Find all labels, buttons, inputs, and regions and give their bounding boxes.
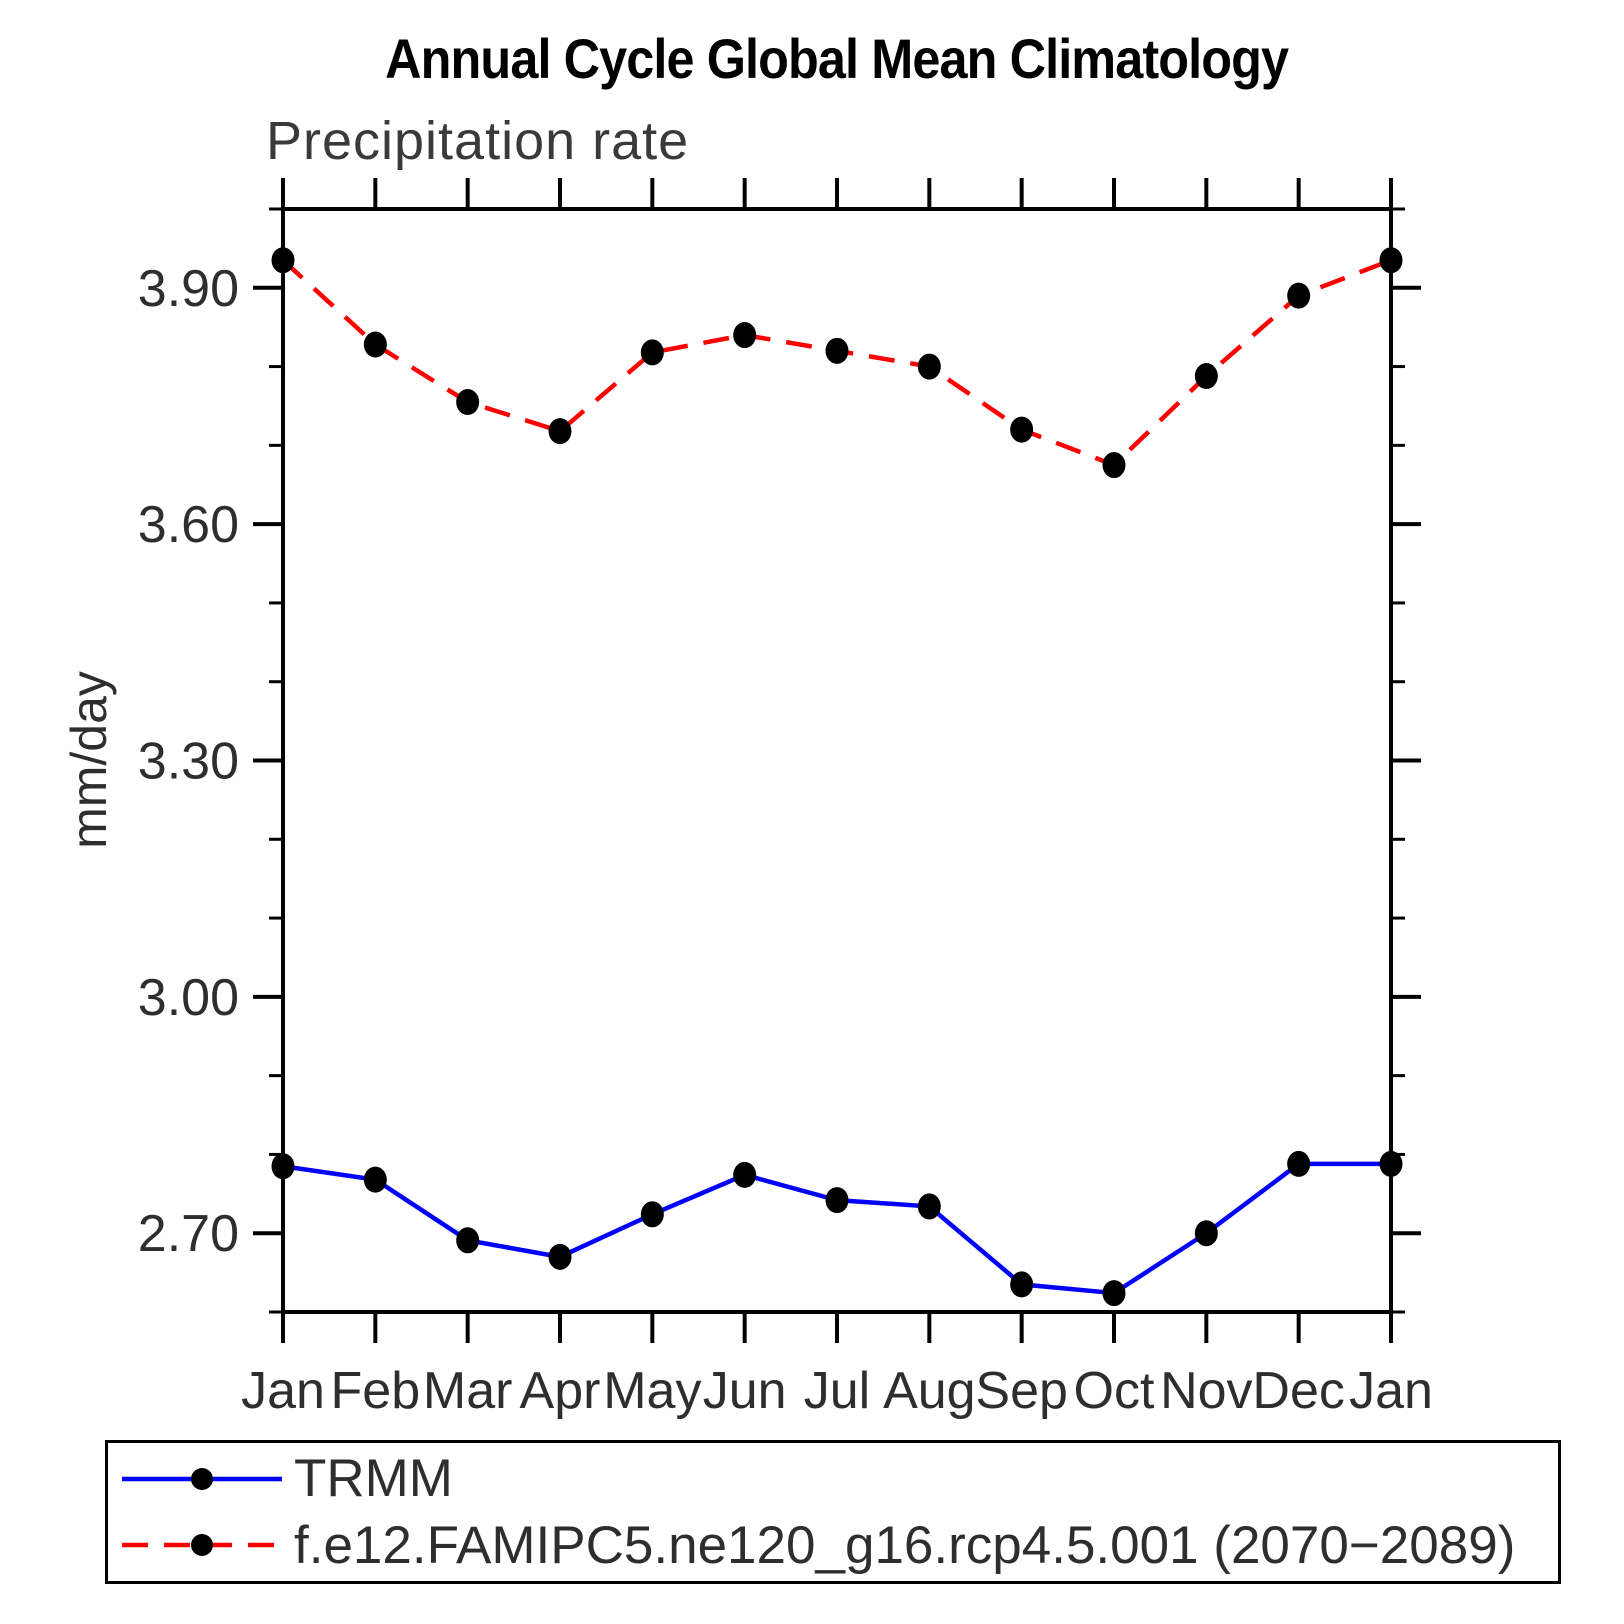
trmm-legend-sample [122,1467,282,1490]
chart-title: Annual Cycle Global Mean Climatology [283,26,1391,91]
series-1-marker [1287,282,1311,309]
x-tick-label: Jan [241,1362,325,1420]
y-tick-label: 3.60 [138,496,239,554]
series-0-marker [1194,1220,1218,1247]
x-tick-label: Sep [975,1362,1068,1420]
series-1-marker [917,353,941,380]
series-line-0 [282,1161,1391,1296]
series-0-marker [456,1227,480,1254]
series-0-marker [917,1193,941,1220]
y-tick-label: 2.70 [138,1205,239,1263]
chart-subtitle: Precipitation rate [266,111,690,171]
y-tick-label: 3.90 [138,260,239,318]
series-1-marker [1102,452,1126,479]
x-tick-label: Dec [1252,1362,1344,1420]
x-tick-label: Oct [1074,1362,1155,1420]
trmm-sample-marker [191,1467,213,1490]
series-1-marker [363,331,387,358]
x-tick-label: Jul [804,1362,870,1420]
legend-row-trmm: TRMM [116,1448,1558,1510]
model-legend-sample [122,1534,282,1557]
x-tick-label: Aug [883,1362,976,1420]
series-1-marker [548,418,572,445]
x-tick-label: Jan [1349,1362,1433,1420]
y-tick-label: 3.30 [138,733,239,791]
y-tick-label: 3.00 [138,969,239,1027]
chart-title-text: Annual Cycle Global Mean Climatology [385,27,1290,90]
series-0-marker [1010,1271,1034,1298]
series-0-marker [548,1243,572,1270]
series-0-marker [363,1166,387,1193]
model-sample-marker [191,1534,213,1557]
x-tick-label: May [603,1362,701,1420]
x-tick-label: Mar [423,1362,513,1420]
x-tick-label: Feb [331,1362,421,1420]
x-tick-label: Jun [703,1362,787,1420]
series-0-marker [271,1153,295,1180]
series-1-marker [1379,247,1403,274]
series-1-marker [640,339,664,366]
series-1-marker [271,247,295,274]
series-1-marker [1194,363,1218,390]
legend: TRMM f.e12.FAMIPC5.ne120_g16.rcp4.5.001 … [105,1440,1561,1584]
series-1-marker [456,389,480,416]
series-0-marker [1102,1280,1126,1307]
legend-row-model: f.e12.FAMIPC5.ne120_g16.rcp4.5.001 (2070… [116,1514,1558,1576]
series-0-marker [640,1201,664,1228]
x-tick-label: Nov [1160,1362,1252,1420]
series-0-marker [1379,1150,1403,1177]
series-1-marker [825,337,849,364]
series-0-marker [1287,1150,1311,1177]
series-1-marker [733,322,757,349]
legend-label-trmm: TRMM [294,1449,453,1509]
series-1-marker [1010,416,1034,443]
x-tick-label: Apr [520,1362,601,1420]
series-0-marker [825,1187,849,1214]
legend-label-model: f.e12.FAMIPC5.ne120_g16.rcp4.5.001 (2070… [294,1515,1516,1575]
axis-frame [281,207,1393,1314]
series-0-marker [733,1161,757,1188]
